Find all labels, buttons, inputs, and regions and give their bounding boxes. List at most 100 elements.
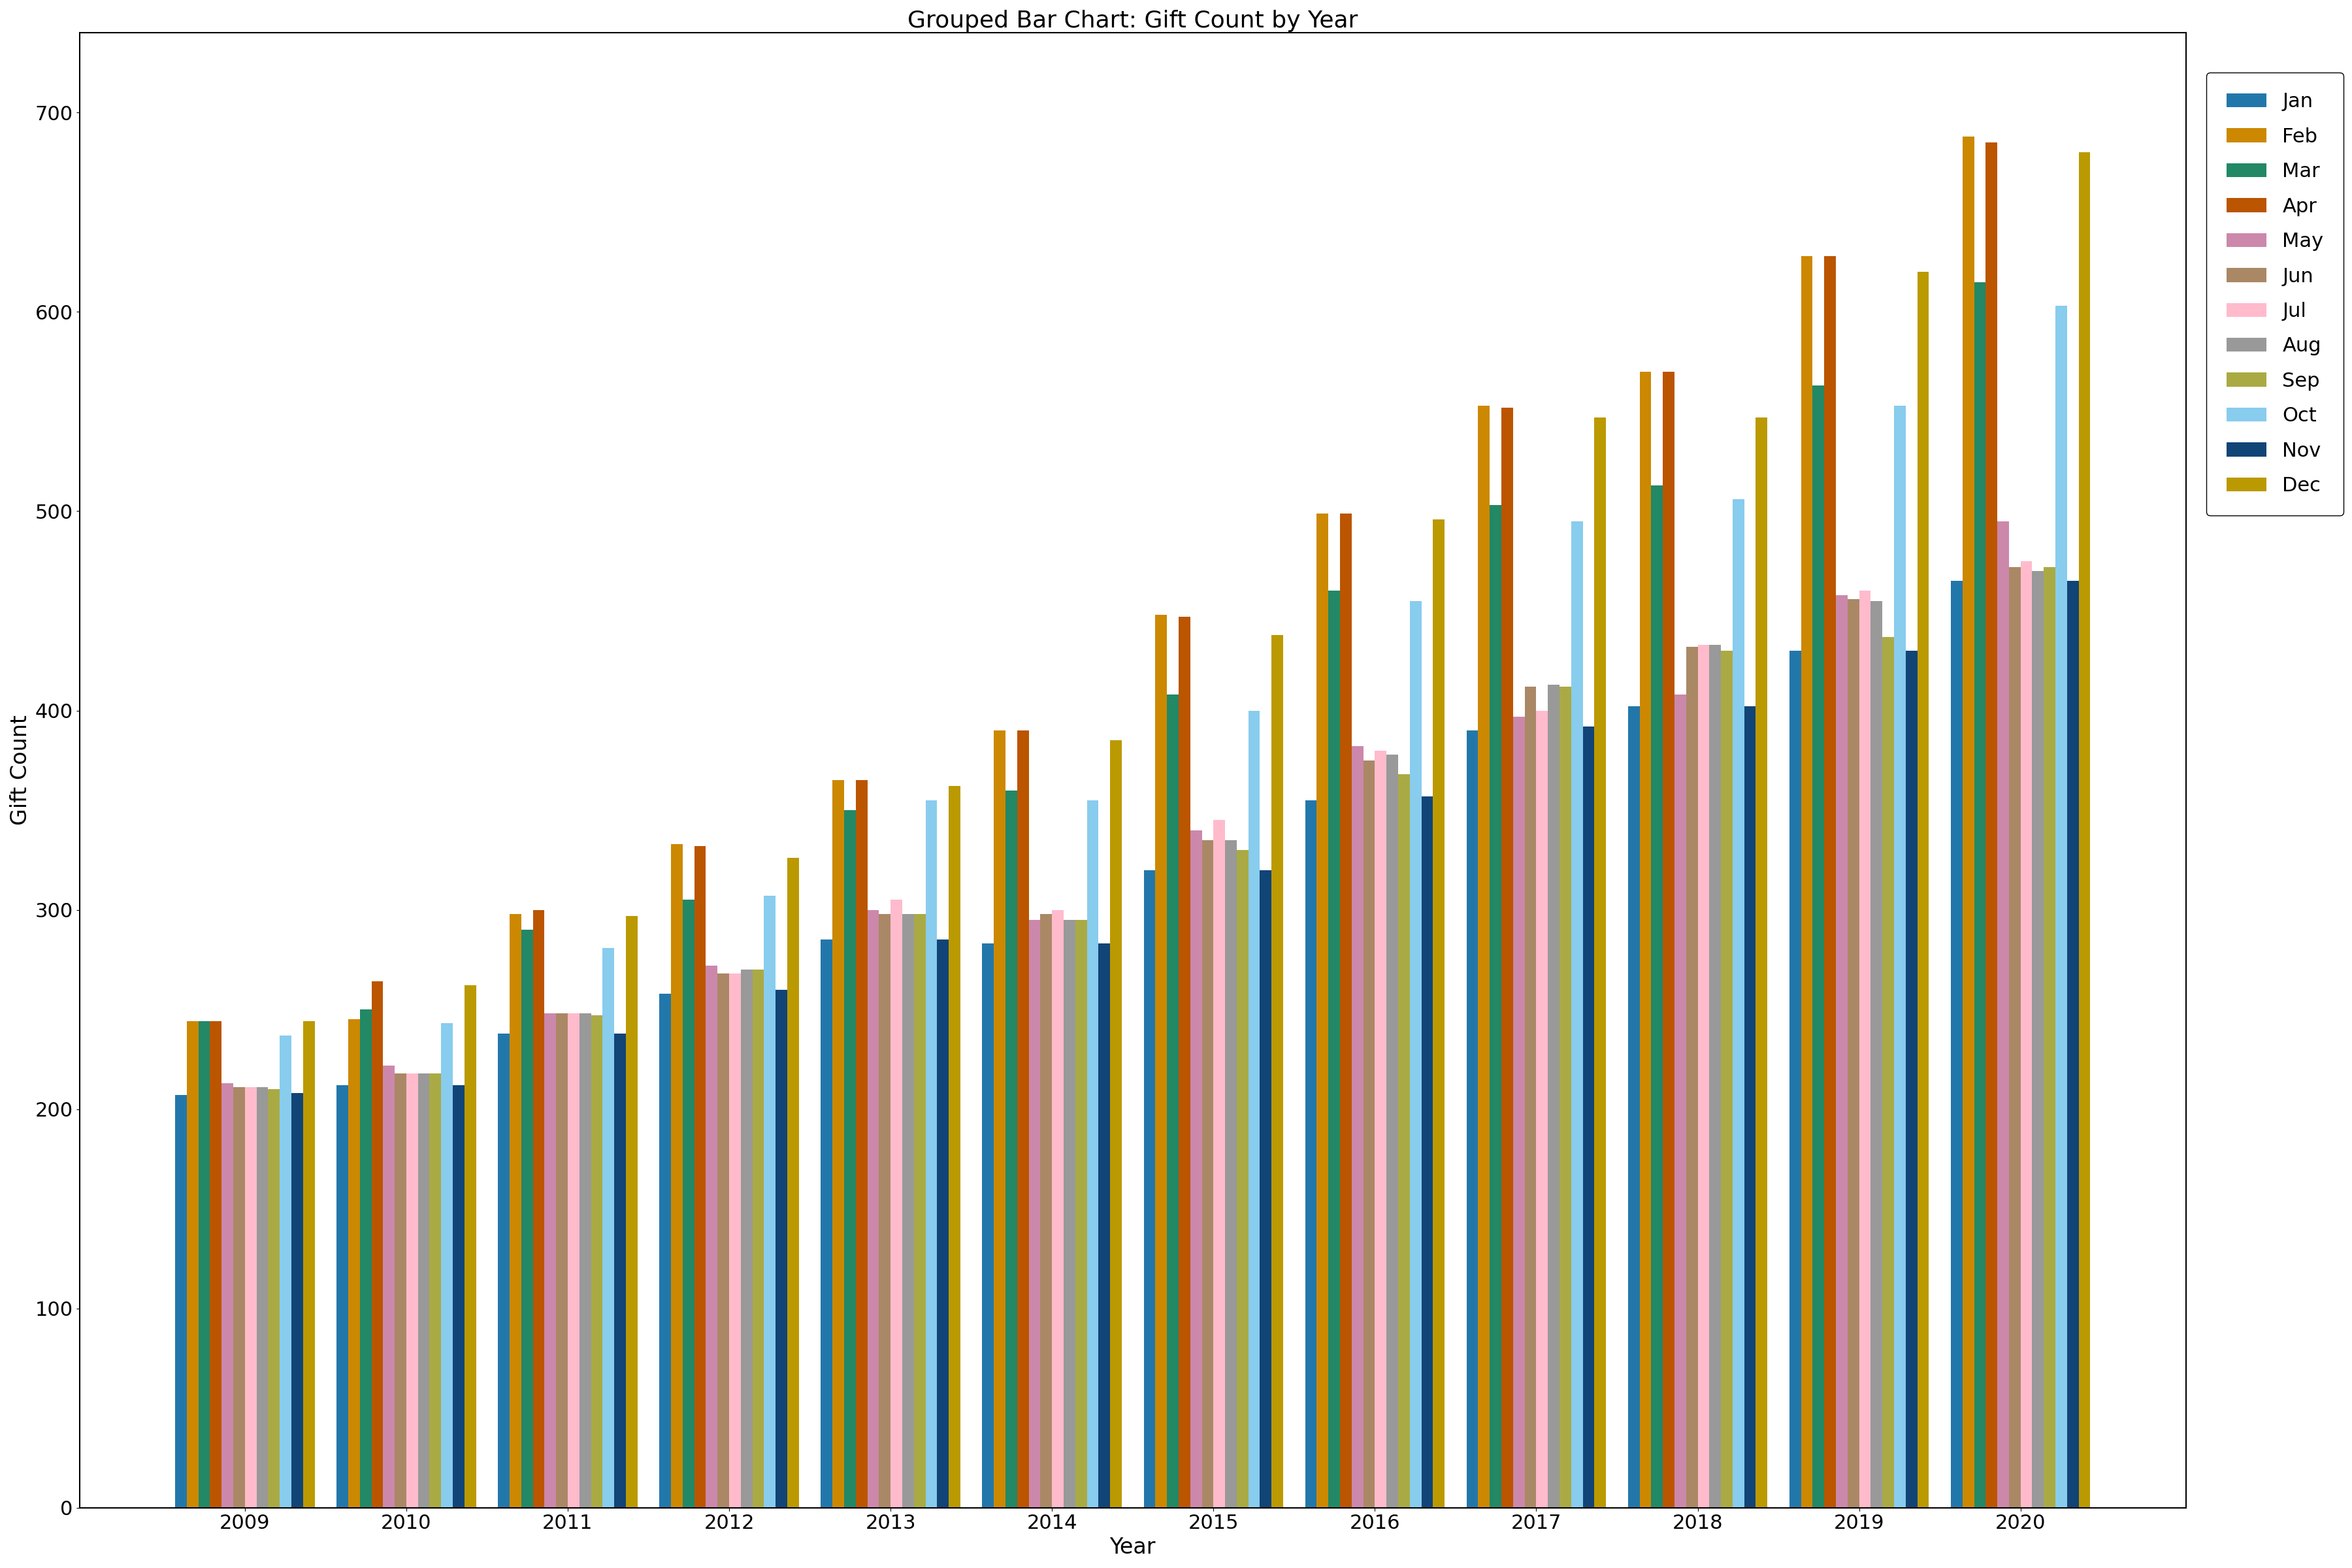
Bar: [915, 914, 924, 1508]
Bar: [1663, 372, 1675, 1508]
Bar: [1098, 944, 1110, 1508]
Bar: [534, 909, 546, 1508]
Bar: [221, 1083, 233, 1508]
Bar: [407, 1073, 419, 1508]
Bar: [499, 1033, 510, 1508]
Bar: [303, 1021, 315, 1508]
X-axis label: Year: Year: [1110, 1537, 1155, 1559]
Bar: [868, 909, 880, 1508]
Bar: [1849, 599, 1858, 1508]
Bar: [1143, 870, 1155, 1508]
Bar: [372, 982, 383, 1508]
Title: Grouped Bar Chart: Gift Count by Year: Grouped Bar Chart: Gift Count by Year: [908, 9, 1357, 31]
Bar: [1364, 760, 1376, 1508]
Y-axis label: Gift Count: Gift Count: [9, 715, 31, 825]
Bar: [694, 847, 706, 1508]
Bar: [1571, 521, 1583, 1508]
Bar: [579, 1013, 590, 1508]
Bar: [1950, 582, 1962, 1508]
Bar: [546, 1013, 555, 1508]
Bar: [1385, 754, 1397, 1508]
Bar: [717, 974, 729, 1508]
Bar: [1733, 499, 1745, 1508]
Bar: [555, 1013, 567, 1508]
Bar: [891, 900, 903, 1508]
Bar: [1628, 707, 1639, 1508]
Bar: [880, 914, 891, 1508]
Bar: [753, 969, 764, 1508]
Bar: [1917, 271, 1929, 1508]
Bar: [614, 1033, 626, 1508]
Bar: [1261, 870, 1272, 1508]
Bar: [924, 800, 936, 1508]
Bar: [1376, 751, 1385, 1508]
Bar: [1040, 914, 1051, 1508]
Bar: [1249, 710, 1261, 1508]
Bar: [590, 1016, 602, 1508]
Bar: [995, 731, 1007, 1508]
Bar: [1202, 840, 1214, 1508]
Bar: [1028, 920, 1040, 1508]
Bar: [776, 989, 788, 1508]
Bar: [856, 781, 868, 1508]
Bar: [209, 1021, 221, 1508]
Bar: [1167, 695, 1178, 1508]
Bar: [659, 994, 670, 1508]
Bar: [1698, 644, 1710, 1508]
Bar: [1051, 909, 1063, 1508]
Bar: [1905, 651, 1917, 1508]
Bar: [1190, 829, 1202, 1508]
Bar: [419, 1073, 430, 1508]
Bar: [2020, 561, 2032, 1508]
Bar: [292, 1093, 303, 1508]
Bar: [383, 1065, 395, 1508]
Bar: [395, 1073, 407, 1508]
Bar: [268, 1090, 280, 1508]
Bar: [1802, 256, 1813, 1508]
Bar: [2067, 582, 2079, 1508]
Bar: [1155, 615, 1167, 1508]
Bar: [1583, 726, 1595, 1508]
Bar: [948, 786, 960, 1508]
Bar: [1007, 790, 1016, 1508]
Bar: [2079, 152, 2091, 1508]
Bar: [1110, 740, 1122, 1508]
Bar: [280, 1035, 292, 1508]
Bar: [1745, 707, 1757, 1508]
Bar: [670, 844, 682, 1508]
Bar: [1595, 417, 1606, 1508]
Bar: [1489, 505, 1501, 1508]
Bar: [1985, 143, 1997, 1508]
Bar: [682, 900, 694, 1508]
Bar: [821, 939, 833, 1508]
Bar: [1722, 651, 1733, 1508]
Bar: [1536, 710, 1548, 1508]
Bar: [1962, 136, 1973, 1508]
Bar: [1790, 651, 1802, 1508]
Bar: [741, 969, 753, 1508]
Bar: [1225, 840, 1237, 1508]
Bar: [1432, 519, 1444, 1508]
Bar: [1858, 591, 1870, 1508]
Bar: [1882, 637, 1893, 1508]
Bar: [602, 947, 614, 1508]
Bar: [729, 974, 741, 1508]
Bar: [1305, 800, 1317, 1508]
Bar: [844, 811, 856, 1508]
Bar: [256, 1087, 268, 1508]
Bar: [1317, 513, 1329, 1508]
Bar: [2044, 568, 2056, 1508]
Bar: [1559, 687, 1571, 1508]
Bar: [1016, 731, 1028, 1508]
Bar: [1997, 521, 2009, 1508]
Bar: [1409, 601, 1421, 1508]
Bar: [1468, 731, 1477, 1508]
Bar: [1757, 417, 1766, 1508]
Bar: [1477, 406, 1489, 1508]
Bar: [174, 1094, 186, 1508]
Bar: [1352, 746, 1364, 1508]
Bar: [1063, 920, 1075, 1508]
Bar: [1075, 920, 1087, 1508]
Legend: Jan, Feb, Mar, Apr, May, Jun, Jul, Aug, Sep, Oct, Nov, Dec: Jan, Feb, Mar, Apr, May, Jun, Jul, Aug, …: [2206, 72, 2343, 516]
Bar: [1813, 386, 1825, 1508]
